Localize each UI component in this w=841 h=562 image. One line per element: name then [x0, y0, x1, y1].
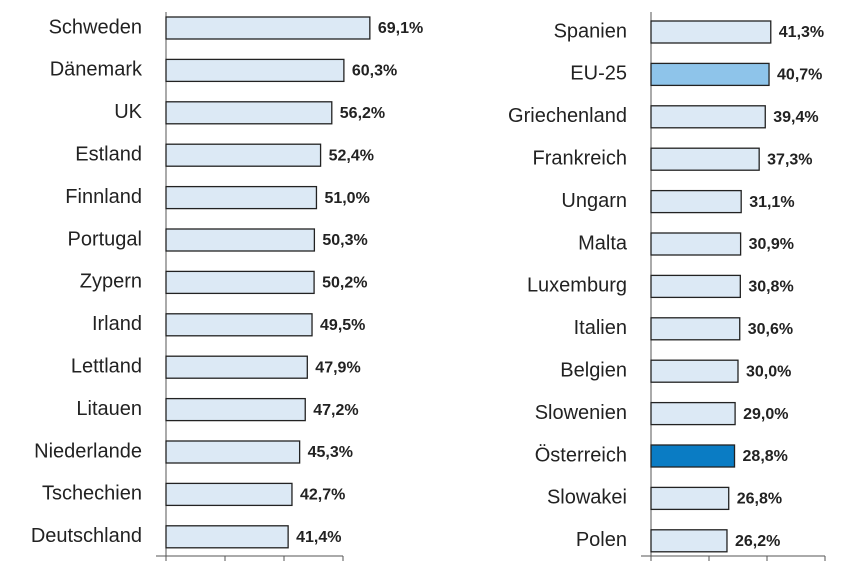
bar — [165, 525, 289, 549]
category-label: Slowenien — [535, 402, 627, 424]
value-label: 47,2% — [313, 402, 358, 419]
value-label: 56,2% — [340, 105, 385, 122]
bar — [650, 189, 742, 214]
bar — [650, 444, 736, 468]
value-label: 30,0% — [746, 363, 791, 380]
bar — [650, 359, 739, 383]
category-label: Slowakei — [547, 487, 627, 509]
category-label: UK — [114, 101, 142, 123]
value-label: 42,7% — [300, 487, 345, 504]
bar — [650, 147, 760, 171]
bar — [650, 486, 730, 511]
value-label: 39,4% — [773, 109, 818, 126]
value-label: 37,3% — [767, 151, 812, 168]
category-label: Zypern — [80, 271, 142, 293]
bar — [165, 397, 306, 422]
category-label: EU-25 — [570, 63, 627, 85]
category-label: Finnland — [65, 186, 142, 208]
bar — [650, 274, 741, 299]
value-label: 49,5% — [320, 317, 365, 334]
category-label: Italien — [574, 317, 627, 339]
bar — [165, 16, 371, 40]
value-label: 28,8% — [743, 448, 788, 465]
bar — [165, 313, 313, 337]
category-label: Deutschland — [31, 525, 142, 547]
category-label: Griechenland — [508, 105, 627, 127]
value-label: 41,4% — [296, 529, 341, 546]
bar — [165, 355, 308, 379]
category-label: Dänemark — [50, 59, 143, 81]
category-label: Luxemburg — [527, 275, 627, 297]
category-label: Ungarn — [561, 190, 627, 212]
category-label: Belgien — [560, 359, 627, 381]
value-label: 45,3% — [308, 444, 353, 461]
category-label: Spanien — [554, 20, 627, 42]
value-label: 51,0% — [324, 190, 369, 207]
category-label: Malta — [578, 232, 628, 254]
value-label: 47,9% — [315, 359, 360, 376]
bar — [165, 482, 293, 507]
bar — [165, 58, 345, 83]
category-label: Schweden — [49, 16, 142, 38]
bar — [650, 62, 770, 87]
bar — [165, 228, 316, 252]
value-label: 52,4% — [329, 147, 374, 164]
category-label: Tschechien — [42, 483, 142, 505]
bar — [165, 101, 333, 125]
bar — [165, 143, 322, 167]
category-label: Frankreich — [533, 147, 627, 169]
bar — [650, 232, 742, 256]
bar — [650, 529, 728, 553]
value-label: 50,2% — [322, 275, 367, 292]
bar — [650, 401, 736, 426]
value-label: 26,2% — [735, 533, 780, 550]
value-label: 69,1% — [378, 20, 423, 37]
bar — [165, 185, 318, 210]
value-label: 31,1% — [749, 194, 794, 211]
category-label: Polen — [576, 529, 627, 551]
bar — [650, 317, 741, 341]
value-label: 41,3% — [779, 24, 824, 41]
value-label: 30,9% — [749, 236, 794, 253]
value-label: 30,8% — [748, 279, 793, 296]
value-label: 50,3% — [322, 232, 367, 249]
value-label: 30,6% — [748, 321, 793, 338]
bar — [650, 105, 766, 129]
value-label: 26,8% — [737, 491, 782, 508]
category-label: Österreich — [535, 444, 627, 466]
category-label: Portugal — [68, 228, 143, 250]
bar — [650, 20, 772, 44]
value-label: 29,0% — [743, 406, 788, 423]
category-label: Lettland — [71, 355, 142, 377]
category-label: Estland — [75, 143, 142, 165]
category-label: Niederlande — [34, 440, 142, 462]
category-label: Irland — [92, 313, 142, 335]
category-label: Litauen — [76, 398, 142, 420]
bar — [165, 270, 315, 295]
value-label: 40,7% — [777, 67, 822, 84]
bar — [165, 440, 301, 464]
value-label: 60,3% — [352, 63, 397, 80]
